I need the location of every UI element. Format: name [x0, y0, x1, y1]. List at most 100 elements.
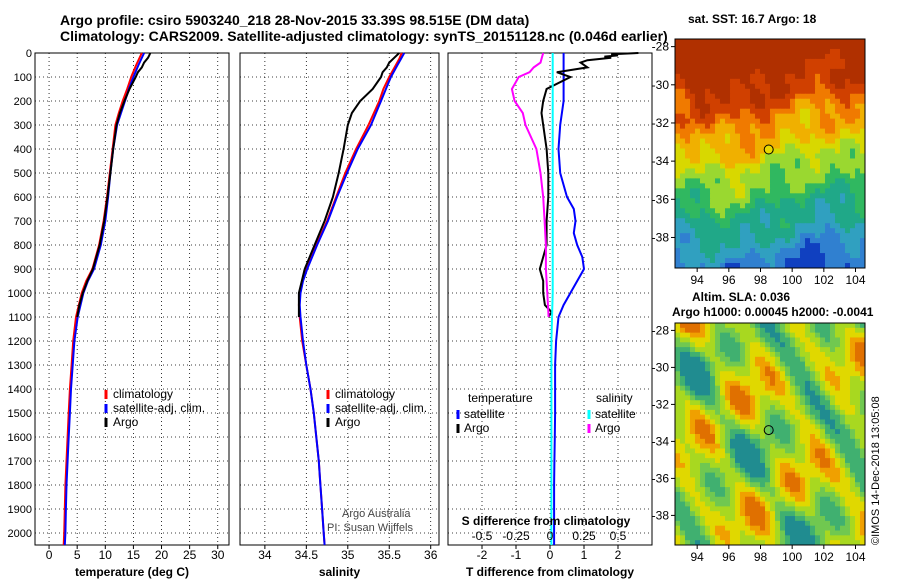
sst-map-cell: [790, 63, 796, 70]
sla-map-cell: [820, 516, 826, 522]
sla-map-cell: [770, 419, 776, 425]
sst-map-cell: [675, 39, 681, 45]
sla-map-cell: [840, 361, 846, 367]
sst-map-cell: [715, 113, 721, 120]
sst-map-cell: [835, 183, 841, 189]
sla-map-cell: [820, 337, 826, 343]
sst-map-cell: [795, 133, 801, 139]
sla-map-cell: [710, 323, 716, 329]
sla-map-cell: [700, 482, 706, 488]
sst-map-cell: [860, 78, 866, 85]
sst-map-cell: [825, 63, 831, 70]
sst-map-cell: [675, 233, 681, 239]
sst-map-cell: [720, 103, 726, 110]
sst-map-cell: [710, 63, 716, 70]
sla-map-cell: [710, 342, 716, 348]
sst-map-cell: [720, 253, 726, 259]
sla-map-cell: [840, 356, 846, 363]
sla-map-cell: [675, 525, 681, 531]
sla-map-cell: [690, 501, 696, 507]
sla-map-cell: [695, 390, 701, 396]
sst-map-cell: [850, 103, 856, 110]
pressure-tick-label: 1700: [8, 456, 32, 468]
sst-map-cell: [800, 43, 806, 50]
sst-map-cell: [740, 113, 746, 120]
sst-map-cell: [790, 208, 796, 214]
sla-map-cell: [710, 540, 716, 546]
sst-map-cell: [730, 148, 736, 154]
sla-map-cell: [810, 347, 816, 353]
sla-map-cell: [830, 385, 836, 391]
sst-map-cell: [810, 133, 816, 139]
sla-map-cell: [675, 491, 681, 498]
sst-map-cell: [715, 228, 721, 234]
sst-map-cell: [735, 39, 741, 45]
title-line-2: Climatology: CARS2009. Satellite-adjuste…: [60, 28, 668, 44]
sst-map-cell: [805, 83, 811, 90]
sla-map-cell: [725, 405, 731, 411]
sla-map-cell: [825, 496, 831, 502]
sst-map-cell: [850, 83, 856, 90]
sst-map-cell: [860, 148, 866, 154]
sla-map-cell: [715, 462, 721, 469]
difference-legend-label: Argo: [464, 421, 490, 435]
sla-map-cell: [755, 487, 761, 493]
sla-map-cell: [840, 516, 846, 522]
sla-map-cell: [740, 395, 746, 401]
sla-map-cell: [850, 409, 856, 416]
sla-map-cell: [855, 438, 861, 445]
sst-map-cell: [825, 173, 831, 179]
sla-map-cell: [770, 385, 776, 391]
pressure-tick-label: 1800: [8, 480, 32, 492]
sst-map-cell: [705, 173, 711, 179]
sla-map-cell: [730, 491, 736, 498]
sst-map-cell: [745, 223, 751, 229]
sla-map-cell: [820, 501, 826, 507]
sst-map-cell: [775, 183, 781, 189]
sst-map-cell: [825, 243, 831, 249]
sla-map-cell: [685, 342, 691, 348]
sla-map-cell: [805, 400, 811, 406]
sst-map-cell: [840, 238, 846, 244]
sla-map-cell: [725, 419, 731, 425]
sla-map-cell: [860, 347, 866, 353]
sla-map-cell: [730, 429, 736, 435]
sst-map-cell: [775, 138, 781, 144]
sst-map-cell: [830, 248, 836, 254]
sla-map-lat-label: -36: [652, 471, 670, 485]
sst-map-cell: [675, 158, 681, 164]
sst-map-cell: [765, 193, 771, 199]
sst-map-cell: [700, 113, 706, 120]
sst-map-cell: [830, 93, 836, 100]
sla-map-cell: [760, 496, 766, 502]
sst-map-cell: [685, 143, 691, 149]
sst-map-cell: [705, 163, 711, 169]
sst-map-cell: [800, 158, 806, 164]
sla-map-cell: [705, 540, 711, 546]
sst-map-cell: [695, 158, 701, 164]
sst-map-cell: [700, 63, 706, 70]
sst-map-cell: [810, 168, 816, 174]
sla-map-cell: [820, 506, 826, 512]
sla-map-cell: [785, 462, 791, 469]
sst-map-cell: [825, 103, 831, 110]
sst-map-cell: [740, 263, 746, 269]
sst-map-cell: [675, 78, 681, 85]
sla-map-cell: [815, 380, 821, 387]
sla-map-cell: [835, 520, 841, 527]
sla-map-cell: [845, 467, 851, 474]
sla-map-cell: [800, 443, 806, 449]
sla-map-cell: [675, 332, 681, 338]
sst-map-cell: [705, 223, 711, 229]
sst-map-cell: [730, 193, 736, 199]
sst-map-cell: [845, 243, 851, 249]
sst-map-cell: [840, 93, 846, 100]
sla-map-cell: [800, 414, 806, 420]
sla-map-cell: [745, 361, 751, 367]
sst-map-cell: [840, 203, 846, 209]
sst-map-cell: [755, 193, 761, 199]
sst-map-cell: [675, 88, 681, 95]
sla-map-cell: [840, 347, 846, 353]
sla-map-cell: [805, 327, 811, 334]
sst-map-cell: [850, 43, 856, 50]
